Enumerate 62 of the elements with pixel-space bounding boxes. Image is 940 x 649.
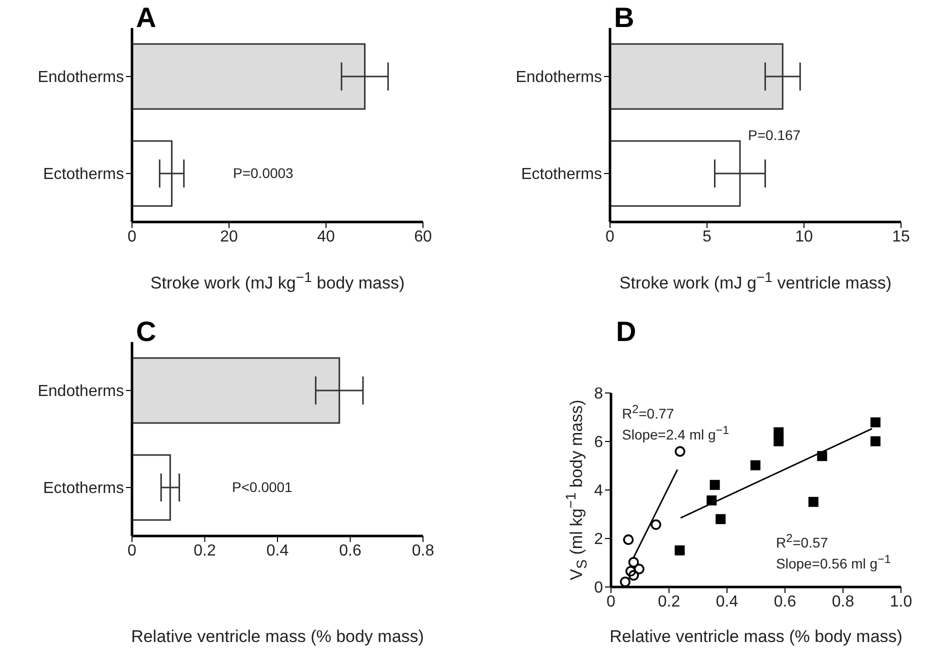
y-tick-label: 8 — [594, 386, 604, 403]
point — [650, 519, 662, 530]
x-tick-label: 0.6 — [339, 542, 362, 560]
annotation: Slope=0.56 ml g$^{−1}$ — [776, 553, 891, 572]
annotation: P=0.167 — [748, 127, 801, 143]
x-tick-label: 0.8 — [832, 593, 854, 610]
x-tick-label: 0.4 — [266, 542, 289, 560]
x-tick-label: 0 — [128, 228, 137, 246]
y-tick-label: Ectotherms — [43, 166, 124, 184]
x-tick-label: 0 — [606, 593, 616, 610]
point — [674, 446, 686, 457]
annotation: R$^{2}$=0.57 — [776, 532, 828, 551]
y-tick-label: Endotherms — [38, 69, 124, 86]
point — [710, 480, 720, 490]
point — [808, 496, 818, 507]
x-tick-label: 0.4 — [716, 593, 738, 610]
point — [628, 570, 639, 581]
point — [716, 514, 726, 524]
x-axis-title: Relative ventricle mass (% body mass) — [610, 627, 902, 647]
x-tick-label: 10 — [795, 228, 813, 246]
point — [628, 556, 639, 568]
chart-title: B — [614, 2, 634, 34]
x-axis-title: Relative ventricle mass (% body mass) — [131, 627, 424, 647]
x-axis-title: Stroke work (mJ kg$^{−1}$ body mass) — [150, 270, 405, 294]
y-tick-label: Ectotherms — [521, 166, 602, 184]
annotation: P=0.0003 — [233, 165, 294, 181]
point — [623, 534, 634, 546]
y-tick-label: 4 — [594, 482, 604, 500]
point — [774, 436, 784, 446]
x-tick-label: 1.0 — [890, 593, 912, 610]
y-tick-label: 2 — [594, 531, 604, 548]
x-axis-title: Stroke work (mJ g$^{−1}$ ventricle mass) — [619, 270, 892, 294]
x-tick-label: 0 — [606, 228, 615, 246]
y-tick-label: Endotherms — [38, 383, 124, 400]
x-tick-label: 0.8 — [412, 542, 434, 560]
chart-title: D — [616, 316, 636, 348]
point — [870, 436, 880, 446]
point — [634, 564, 644, 574]
y-tick-label: 0 — [594, 580, 604, 597]
chart-title: A — [136, 2, 156, 34]
x-tick-label: 0.2 — [658, 593, 680, 610]
point — [774, 427, 784, 438]
point — [750, 460, 760, 470]
point — [625, 566, 636, 577]
x-tick-label: 60 — [414, 228, 432, 246]
chart-title: C — [136, 316, 156, 348]
point — [674, 545, 685, 556]
annotation: Slope=2.4 ml g$^{−1}$ — [622, 424, 730, 443]
x-tick-label: 20 — [220, 228, 238, 246]
x-tick-label: 0 — [128, 542, 137, 560]
x-tick-label: 40 — [317, 228, 335, 246]
y-tick-label: 6 — [594, 434, 604, 452]
point — [620, 576, 631, 587]
x-tick-label: 5 — [702, 228, 712, 246]
x-tick-label: 0.2 — [194, 542, 216, 560]
annotation: R$^{2}$=0.77 — [622, 403, 674, 422]
annotation: P<0.0001 — [232, 479, 292, 495]
y-tick-label: Ectotherms — [43, 480, 124, 498]
y-tick-label: Endotherms — [516, 69, 602, 86]
point — [870, 417, 880, 428]
x-tick-label: 0.6 — [774, 593, 796, 610]
x-tick-label: 15 — [892, 228, 910, 246]
